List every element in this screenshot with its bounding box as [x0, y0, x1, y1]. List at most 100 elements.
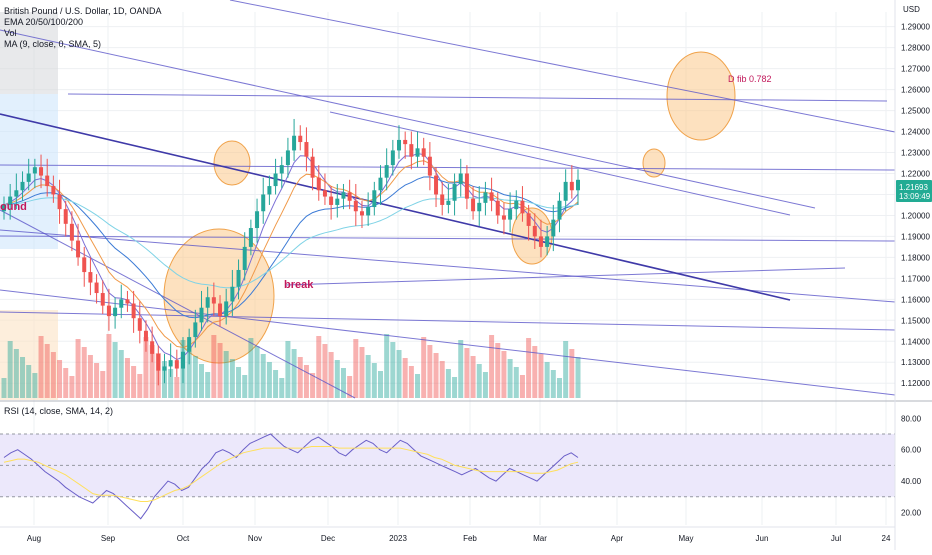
candle-body — [168, 360, 173, 367]
volume-bar — [347, 376, 353, 398]
volume-bar — [266, 362, 272, 398]
candle-body — [26, 173, 31, 182]
candle-body — [51, 186, 56, 195]
volume-bar — [87, 355, 93, 398]
volume-bar — [1, 378, 7, 398]
candle-body — [150, 341, 155, 354]
candle-body — [563, 181, 568, 201]
indicator-ma-label[interactable]: MA (9, close, 0, SMA, 5) — [4, 39, 102, 49]
time-axis[interactable]: Aug Sep Oct Nov Dec 2023 Feb Mar Apr May Jun Jul 24 — [0, 526, 895, 543]
candle-body — [329, 196, 334, 205]
price-tick-label: 1.12000 — [901, 379, 930, 388]
left-shade-orange — [0, 310, 58, 400]
candle-body — [471, 198, 476, 212]
volume-bar — [124, 358, 130, 398]
candle-body — [316, 177, 321, 191]
volume-bar — [408, 366, 414, 398]
candle-body — [520, 200, 525, 214]
volume-bar — [433, 353, 439, 398]
currency-label: USD — [903, 5, 920, 14]
candle-body — [236, 269, 241, 287]
candle-body — [347, 192, 352, 201]
time-tick-label: Jul — [831, 534, 841, 543]
candle-body — [211, 297, 216, 304]
candle-body — [285, 150, 290, 166]
candle-body — [14, 190, 19, 197]
time-tick-label: Apr — [611, 534, 624, 543]
volume-bar — [81, 347, 87, 398]
time-tick-label: Mar — [533, 534, 547, 543]
volume-bar — [427, 345, 433, 398]
volume-bar — [217, 343, 223, 398]
ema-line — [3, 152, 579, 361]
volume-bar — [229, 359, 235, 398]
volume-bar — [384, 334, 390, 398]
candle-body — [100, 293, 105, 306]
candle-body — [273, 173, 278, 187]
volume-bar — [303, 365, 309, 398]
candle-body — [390, 150, 395, 166]
time-tick-label: 24 — [882, 534, 891, 543]
candle-body — [532, 225, 537, 237]
volume-bar — [149, 345, 155, 398]
trendline — [229, 0, 896, 133]
candle-body — [372, 190, 377, 208]
highlight-circle — [642, 148, 666, 178]
volume-bar — [285, 341, 291, 398]
candle-body — [322, 190, 327, 197]
indicator-ema-label[interactable]: EMA 20/50/100/200 — [4, 17, 84, 27]
candle-body — [569, 181, 574, 191]
candle-body — [366, 207, 371, 216]
candle-body — [427, 156, 432, 176]
candle-body — [143, 330, 148, 342]
candle-body — [199, 307, 204, 323]
volume-bar — [575, 357, 581, 398]
candle-body — [508, 209, 513, 220]
time-tick-label: Nov — [248, 534, 262, 543]
candle-body — [495, 200, 500, 216]
candle-body — [514, 200, 519, 210]
volume-bar — [501, 351, 507, 398]
volume-bar — [260, 354, 266, 398]
volume-bar — [452, 377, 458, 398]
volume-bar — [532, 346, 538, 398]
volume-bar — [143, 337, 149, 398]
trendline — [67, 93, 888, 102]
volume-bar — [63, 368, 69, 398]
volume-bar — [470, 356, 476, 398]
trendline — [0, 29, 816, 209]
volume-bar — [353, 339, 359, 398]
volume-bar — [464, 348, 470, 398]
time-tick-label: May — [678, 534, 693, 543]
price-tick-label: 1.28000 — [901, 44, 930, 53]
trendline — [0, 235, 896, 242]
time-tick-label: 2023 — [389, 534, 407, 543]
break-annotation: break — [284, 279, 314, 291]
indicator-vol-label[interactable]: Vol — [4, 28, 17, 38]
volume-bar — [44, 344, 50, 398]
ema-line — [3, 160, 579, 349]
candle-body — [310, 156, 315, 178]
candle-body — [32, 167, 37, 174]
price-tick-label: 1.24000 — [901, 128, 930, 137]
volume-bar — [396, 350, 402, 398]
time-tick-label: Jun — [756, 534, 769, 543]
candle-body — [193, 322, 198, 338]
price-tick-label: 1.16000 — [901, 295, 930, 304]
volume-bar — [482, 372, 488, 398]
rsi-label[interactable]: RSI (14, close, SMA, 14, 2) — [4, 406, 114, 416]
annotations: D fib 0.782 break ound — [0, 74, 772, 291]
volume-bar — [519, 375, 525, 398]
candle-body — [180, 351, 185, 369]
candle-body — [267, 186, 272, 195]
candle-body — [483, 192, 488, 203]
price-tick-label: 1.26000 — [901, 86, 930, 95]
volume-bar — [390, 342, 396, 398]
candle-body — [2, 204, 6, 212]
volume-bar — [458, 340, 464, 398]
price-tick-label: 1.27000 — [901, 65, 930, 74]
highlight-circle — [666, 51, 736, 141]
price-badge-bg — [896, 180, 932, 202]
